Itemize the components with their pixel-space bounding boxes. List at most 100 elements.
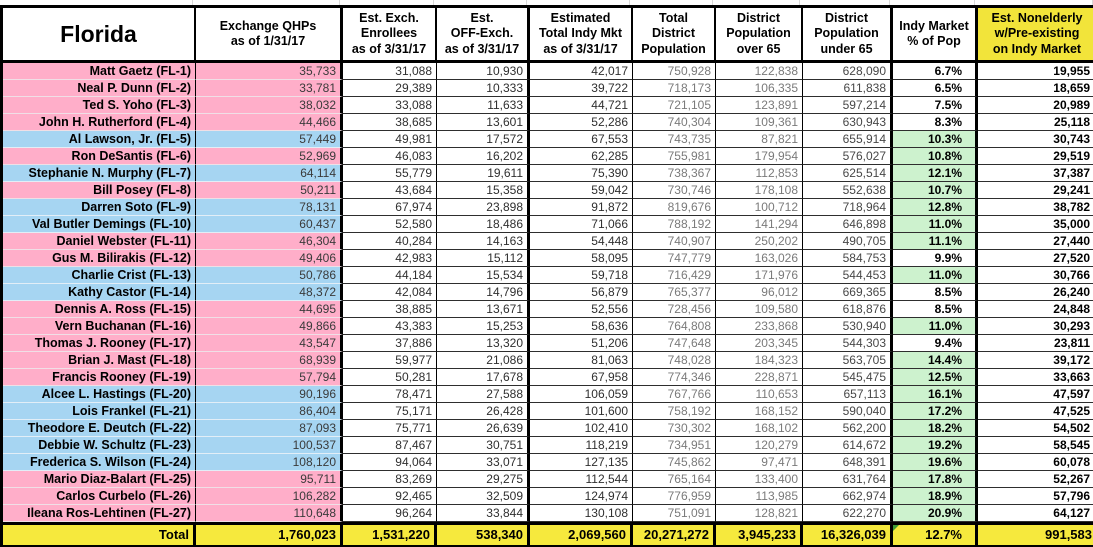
- est-exch-enrollees-cell: 44,184: [343, 267, 437, 284]
- exchange-qhp-cell: 60,437: [196, 216, 343, 233]
- est-nonelderly-preexisting-cell: 58,545: [978, 437, 1093, 454]
- est-exch-enrollees-cell: 31,088: [343, 63, 437, 80]
- exchange-qhp-cell: 48,372: [196, 284, 343, 301]
- total-district-population-cell: 20,271,272: [633, 522, 716, 545]
- est-total-indy-mkt-cell: 101,600: [530, 403, 633, 420]
- district-pop-under-65-cell: 614,672: [803, 437, 893, 454]
- district-row: Theodore E. Deutch (FL-22) 87,093 75,771…: [3, 420, 1093, 437]
- est-off-exch-cell: 11,633: [437, 97, 530, 114]
- rep-name-cell: Ron DeSantis (FL-6): [3, 148, 196, 165]
- total-district-population-cell: 747,779: [633, 250, 716, 267]
- exchange-qhp-cell: 57,794: [196, 369, 343, 386]
- district-row: Daniel Webster (FL-11) 46,304 40,284 14,…: [3, 233, 1093, 250]
- district-row: Debbie W. Schultz (FL-23) 100,537 87,467…: [3, 437, 1093, 454]
- total-district-population-cell: 716,429: [633, 267, 716, 284]
- district-pop-over-65-cell: 122,838: [716, 63, 803, 80]
- rep-name-cell: Lois Frankel (FL-21): [3, 403, 196, 420]
- est-nonelderly-preexisting-cell: 18,659: [978, 80, 1093, 97]
- est-total-indy-mkt-cell: 59,718: [530, 267, 633, 284]
- rep-name-cell: Francis Rooney (FL-19): [3, 369, 196, 386]
- total-district-population-cell: 765,377: [633, 284, 716, 301]
- total-district-population-cell: 750,928: [633, 63, 716, 80]
- total-district-population-cell: 734,951: [633, 437, 716, 454]
- district-row: Al Lawson, Jr. (FL-5) 57,449 49,981 17,5…: [3, 131, 1093, 148]
- est-nonelderly-preexisting-cell: 38,782: [978, 199, 1093, 216]
- total-est-total-indy-mkt-cell: 2,069,560: [530, 522, 633, 545]
- district-pop-over-65-cell: 113,985: [716, 488, 803, 505]
- total-est-exch-enrollees-cell: 1,531,220: [343, 522, 437, 545]
- exchange-qhp-cell: 86,404: [196, 403, 343, 420]
- district-pop-under-65-cell: 618,876: [803, 301, 893, 318]
- est-total-indy-mkt-cell: 56,879: [530, 284, 633, 301]
- est-off-exch-cell: 15,253: [437, 318, 530, 335]
- est-total-indy-mkt-cell: 59,042: [530, 182, 633, 199]
- indy-market-pct-cell: 19.6%: [893, 454, 978, 471]
- district-pop-under-65-cell: 562,200: [803, 420, 893, 437]
- total-district-population-cell: 764,808: [633, 318, 716, 335]
- district-row: Kathy Castor (FL-14) 48,372 42,084 14,79…: [3, 284, 1093, 301]
- est-nonelderly-preexisting-cell: 47,525: [978, 403, 1093, 420]
- district-pop-under-65-cell: 669,365: [803, 284, 893, 301]
- total-district-population-cell: 788,192: [633, 216, 716, 233]
- district-row: Ron DeSantis (FL-6) 52,969 46,083 16,202…: [3, 148, 1093, 165]
- district-pop-under-65-cell: 631,764: [803, 471, 893, 488]
- rep-name-cell: Val Butler Demings (FL-10): [3, 216, 196, 233]
- indy-market-pct-cell: 18.2%: [893, 420, 978, 437]
- est-exch-enrollees-cell: 37,886: [343, 335, 437, 352]
- district-pop-over-65-cell: 112,853: [716, 165, 803, 182]
- exchange-qhp-cell: 110,648: [196, 505, 343, 522]
- est-total-indy-mkt-cell: 127,135: [530, 454, 633, 471]
- header-row: Florida Exchange QHPs as of 1/31/17 Est.…: [3, 8, 1093, 63]
- florida-indy-market-table: Florida Exchange QHPs as of 1/31/17 Est.…: [0, 5, 1093, 547]
- est-nonelderly-preexisting-cell: 52,267: [978, 471, 1093, 488]
- indy-market-pct-cell: 8.5%: [893, 284, 978, 301]
- district-pop-over-65-cell: 87,821: [716, 131, 803, 148]
- district-row: Frederica S. Wilson (FL-24) 108,120 94,0…: [3, 454, 1093, 471]
- total-district-population-cell: 740,907: [633, 233, 716, 250]
- est-exch-enrollees-cell: 46,083: [343, 148, 437, 165]
- est-off-exch-cell: 33,844: [437, 505, 530, 522]
- rep-name-cell: Neal P. Dunn (FL-2): [3, 80, 196, 97]
- est-off-exch-cell: 16,202: [437, 148, 530, 165]
- indy-market-pct-cell: 11.0%: [893, 216, 978, 233]
- exchange-qhp-cell: 108,120: [196, 454, 343, 471]
- total-district-population-cell: 758,192: [633, 403, 716, 420]
- district-pop-under-65-cell: 597,214: [803, 97, 893, 114]
- district-pop-under-65-cell: 552,638: [803, 182, 893, 199]
- est-total-indy-mkt-cell: 67,958: [530, 369, 633, 386]
- est-total-indy-mkt-cell: 118,219: [530, 437, 633, 454]
- district-pop-over-65-cell: 128,821: [716, 505, 803, 522]
- est-off-exch-cell: 15,534: [437, 267, 530, 284]
- est-total-indy-mkt-cell: 51,206: [530, 335, 633, 352]
- est-off-exch-cell: 18,486: [437, 216, 530, 233]
- total-district-population-cell: 745,862: [633, 454, 716, 471]
- district-pop-over-65-cell: 123,891: [716, 97, 803, 114]
- district-row: Bill Posey (FL-8) 50,211 43,684 15,358 5…: [3, 182, 1093, 199]
- total-row: Total 1,760,023 1,531,220 538,340 2,069,…: [3, 522, 1093, 545]
- col-header-district-pop-under-65: District Population under 65: [803, 8, 893, 63]
- total-district-population-cell: 730,302: [633, 420, 716, 437]
- est-exch-enrollees-cell: 55,779: [343, 165, 437, 182]
- indy-market-pct-cell: 16.1%: [893, 386, 978, 403]
- indy-market-pct-cell: 11.0%: [893, 267, 978, 284]
- est-total-indy-mkt-cell: 62,285: [530, 148, 633, 165]
- indy-market-pct-cell: 17.2%: [893, 403, 978, 420]
- exchange-qhp-cell: 68,939: [196, 352, 343, 369]
- est-nonelderly-preexisting-cell: 30,743: [978, 131, 1093, 148]
- district-row: Mario Diaz-Balart (FL-25) 95,711 83,269 …: [3, 471, 1093, 488]
- est-nonelderly-preexisting-cell: 64,127: [978, 505, 1093, 522]
- district-pop-under-65-cell: 648,391: [803, 454, 893, 471]
- district-pop-over-65-cell: 163,026: [716, 250, 803, 267]
- col-header-indy-market-pct: Indy Market % of Pop: [893, 8, 978, 63]
- indy-market-pct-cell: 10.8%: [893, 148, 978, 165]
- exchange-qhp-cell: 50,786: [196, 267, 343, 284]
- est-nonelderly-preexisting-cell: 37,387: [978, 165, 1093, 182]
- est-total-indy-mkt-cell: 81,063: [530, 352, 633, 369]
- district-pop-under-65-cell: 718,964: [803, 199, 893, 216]
- total-indy-market-pct-value: 12.7%: [925, 527, 962, 542]
- total-district-population-cell: 728,456: [633, 301, 716, 318]
- exchange-qhp-cell: 49,866: [196, 318, 343, 335]
- indy-market-pct-cell: 12.5%: [893, 369, 978, 386]
- total-indy-market-pct-cell: 12.7%: [893, 522, 978, 545]
- total-district-population-cell: 730,746: [633, 182, 716, 199]
